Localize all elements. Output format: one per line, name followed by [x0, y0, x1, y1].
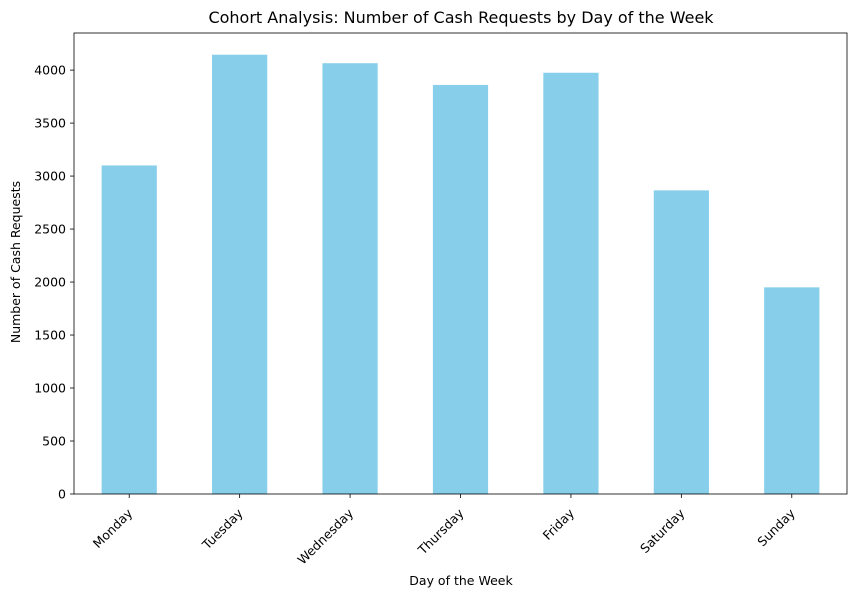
- x-tick-label: Wednesday: [294, 505, 356, 567]
- chart-title: Cohort Analysis: Number of Cash Requests…: [208, 8, 714, 27]
- bar-wednesday: [322, 63, 378, 494]
- y-axis-label: Number of Cash Requests: [8, 181, 23, 343]
- y-axis: 0 500 1000 1500 2000 2500 3000 3500 4000: [34, 63, 74, 502]
- y-tick-label: 3000: [34, 169, 66, 184]
- x-tick-label: Monday: [90, 505, 136, 551]
- y-tick-label: 1000: [34, 381, 66, 396]
- y-tick-label: 2000: [34, 275, 66, 290]
- bar-sunday: [764, 287, 820, 494]
- bar-tuesday: [212, 54, 268, 495]
- x-axis: Monday Tuesday Wednesday Thursday Friday Satu…: [90, 494, 798, 567]
- y-tick-label: 4000: [34, 63, 66, 78]
- x-tick-label: Saturday: [637, 505, 688, 556]
- y-tick-label: 2500: [34, 222, 66, 237]
- plot-area: [73, 32, 848, 495]
- y-tick-label: 500: [42, 434, 66, 449]
- bar-saturday: [653, 190, 709, 494]
- y-tick-label: 3500: [34, 116, 66, 131]
- x-tick-label: Thursday: [414, 505, 467, 558]
- y-tick-label: 0: [58, 487, 66, 502]
- x-tick-label: Tuesday: [198, 505, 246, 553]
- bar-monday: [101, 165, 157, 495]
- x-tick-label: Friday: [540, 505, 578, 543]
- y-tick-label: 1500: [34, 328, 66, 343]
- x-tick-label: Sunday: [754, 505, 798, 549]
- x-axis-label: Day of the Week: [409, 573, 513, 588]
- bar-thursday: [432, 84, 489, 494]
- bar-friday: [543, 72, 599, 494]
